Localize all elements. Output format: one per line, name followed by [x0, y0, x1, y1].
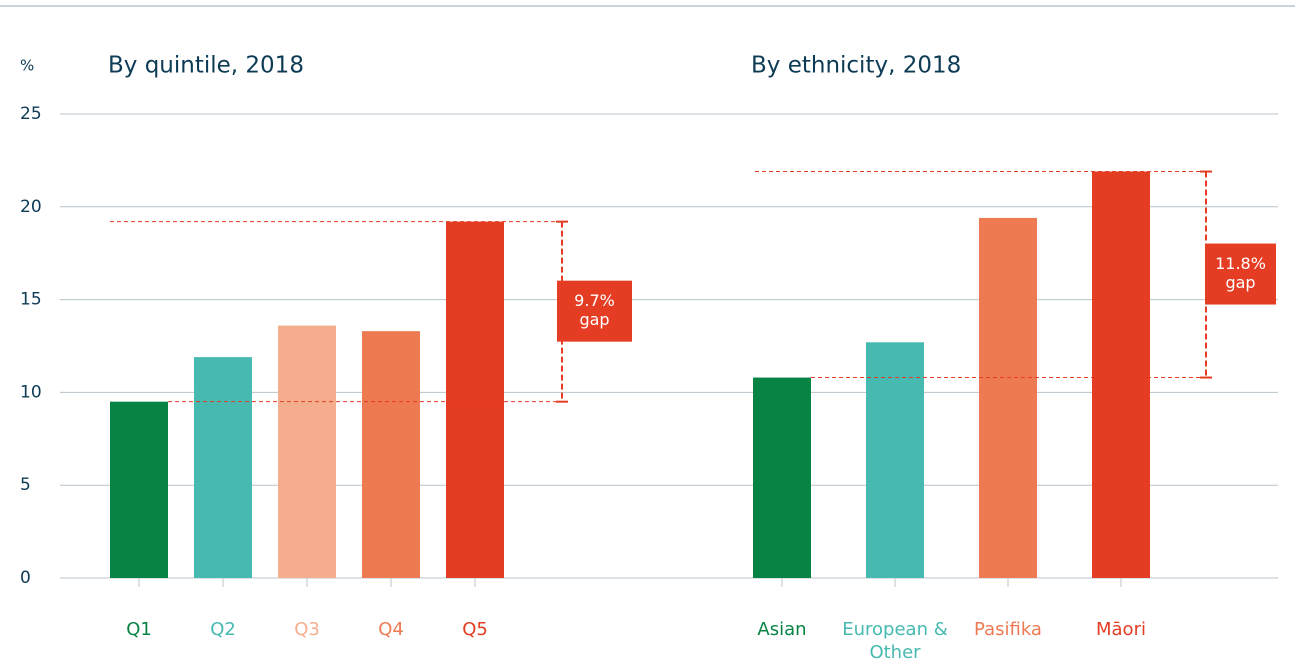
- x-tick-label: Q3: [294, 619, 320, 640]
- x-tick-label: European & Other: [842, 619, 948, 663]
- x-tick-label: Asian: [757, 619, 807, 640]
- y-tick-label: 10: [20, 382, 42, 402]
- x-tick-label: Q1: [126, 619, 152, 640]
- bar: [278, 325, 336, 578]
- gap-box: [1205, 243, 1276, 305]
- y-axis-label: %: [20, 57, 34, 75]
- gap-label: 9.7%: [574, 291, 615, 310]
- bar: [1092, 171, 1150, 578]
- gap-label: gap: [1225, 273, 1255, 292]
- y-tick-label: 20: [20, 197, 42, 217]
- bar: [362, 331, 420, 578]
- bar: [446, 221, 504, 578]
- x-tick-label: Q5: [462, 619, 488, 640]
- bar: [979, 217, 1037, 578]
- bar: [753, 377, 811, 578]
- bar: [194, 357, 252, 578]
- x-tick-label: Pasifika: [974, 619, 1042, 640]
- bar: [110, 401, 168, 578]
- y-tick-label: 5: [20, 475, 31, 495]
- y-tick-label: 0: [20, 568, 31, 588]
- x-tick-label: Māori: [1096, 619, 1146, 640]
- gap-label: 11.8%: [1215, 254, 1266, 273]
- chart-title: By ethnicity, 2018: [751, 53, 961, 79]
- chart-title: By quintile, 2018: [108, 53, 304, 79]
- gap-box: [557, 280, 632, 342]
- y-tick-label: 25: [20, 104, 42, 124]
- bar: [866, 342, 924, 578]
- x-tick-label: Q2: [210, 619, 236, 640]
- y-tick-label: 15: [20, 290, 42, 310]
- gap-label: gap: [579, 310, 609, 329]
- x-tick-label: Q4: [378, 619, 404, 640]
